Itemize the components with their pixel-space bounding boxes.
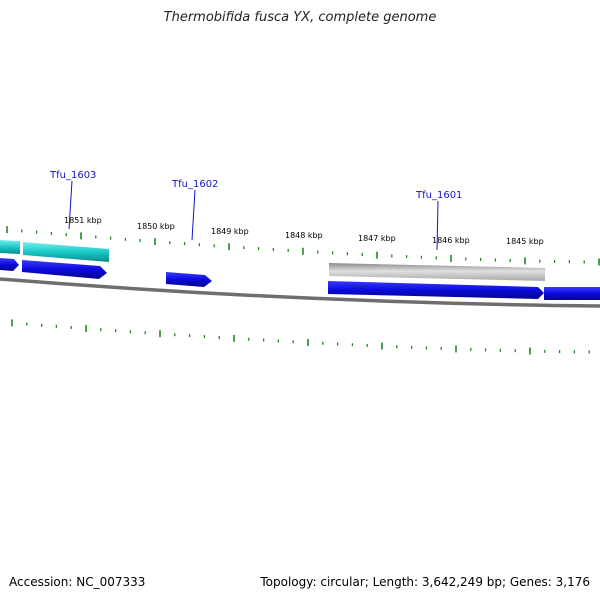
tfu1602-leader [191, 189, 196, 241]
cds-cyan-left[interactable] [0, 240, 20, 254]
kbp-label-1851: 1851 kbp [64, 216, 102, 225]
cds-blue-right[interactable] [544, 287, 600, 300]
kbp-label-1850: 1850 kbp [137, 222, 175, 231]
cds-blue-tfu1603[interactable] [22, 260, 107, 279]
cds-cyan-tfu1603[interactable] [23, 242, 109, 262]
gene-label-tfu1603[interactable]: Tfu_1603 [49, 170, 96, 181]
kbp-label-1846: 1846 kbp [432, 236, 470, 245]
kbp-label-1845: 1845 kbp [506, 237, 544, 246]
cds-blue-tfu1601[interactable] [328, 281, 544, 299]
genome-backbone [0, 277, 600, 308]
gray-feature[interactable] [329, 263, 545, 281]
cds-blue-tfu1602[interactable] [166, 272, 212, 287]
genome-summary-text: Topology: circular; Length: 3,642,249 bp… [260, 575, 590, 589]
kbp-label-1847: 1847 kbp [358, 234, 396, 243]
kbp-label-1848: 1848 kbp [285, 231, 323, 240]
gene-label-tfu1602[interactable]: Tfu_1602 [171, 179, 218, 190]
lower-tick-row [11, 319, 590, 355]
kbp-label-1849: 1849 kbp [211, 227, 249, 236]
upper-tick-row [6, 226, 600, 266]
tfu1603-leader [68, 180, 73, 230]
genome-title: Thermobifida fusca YX, complete genome [163, 10, 437, 25]
tfu1601-leader [436, 200, 439, 251]
accession-text: Accession: NC_007333 [9, 575, 146, 589]
gene-label-tfu1601[interactable]: Tfu_1601 [415, 190, 462, 201]
cds-blue-left[interactable] [0, 258, 19, 271]
